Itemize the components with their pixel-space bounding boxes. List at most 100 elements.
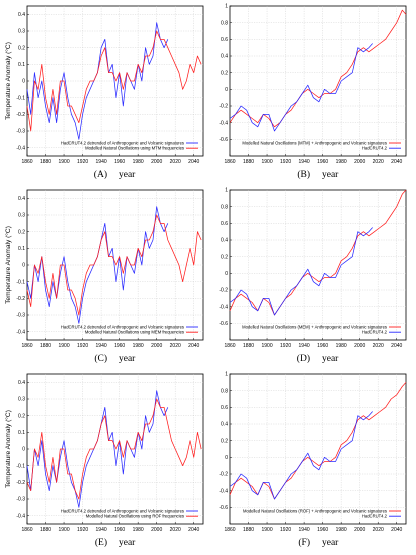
y-tick-label: 0.2 <box>221 438 228 444</box>
x-tick-label: 2000 <box>354 159 365 165</box>
panel-caption-letter: (A) <box>94 169 107 180</box>
x-tick-label: 1920 <box>280 343 291 349</box>
y-tick-label: -0.4 <box>16 513 25 519</box>
x-tick-label: 1960 <box>114 343 125 349</box>
x-tick-label: 1920 <box>280 159 291 165</box>
x-tick-label: 1860 <box>21 343 32 349</box>
x-tick-label: 2020 <box>170 343 181 349</box>
x-tick-label: 1980 <box>336 343 347 349</box>
panel-caption-letter: (C) <box>94 353 107 364</box>
y-tick-label: -0.4 <box>219 120 228 126</box>
x-tick-label: 1980 <box>133 343 144 349</box>
legend-label: Modelled Natural Oscillations using MEM … <box>85 330 184 335</box>
legend-label: Modelled Natural Oscillations using ROF … <box>86 514 184 519</box>
panel-e: -0.4 -0.3 -0.2 -0.1 0 0.1 0.2 0.3 0.4 1860 1880 190… <box>4 373 204 548</box>
plot-frame <box>229 373 407 525</box>
y-tick-label: -0.2 <box>219 104 228 110</box>
x-tick-label: 1860 <box>21 159 32 165</box>
plot-frame <box>229 189 407 341</box>
y-tick-label: 0.6 <box>221 221 228 227</box>
x-tick-label: 2020 <box>373 343 384 349</box>
y-tick-label: 0.4 <box>221 238 228 244</box>
legend-label: HadCRUT4.2 <box>362 330 388 335</box>
x-tick-label: 1860 <box>21 527 32 533</box>
y-tick-label: -0.2 <box>16 480 25 486</box>
y-tick-label: -0.3 <box>16 497 25 503</box>
x-tick-label: 1940 <box>96 527 107 533</box>
panel-caption-word: year <box>119 354 136 364</box>
x-tick-label: 2020 <box>373 527 384 533</box>
y-tick-label: 0 <box>22 263 25 269</box>
x-tick-label: 1920 <box>77 527 88 533</box>
x-tick-label: 1960 <box>114 527 125 533</box>
y-tick-label: 0.3 <box>18 29 25 35</box>
y-tick-label: 0.2 <box>18 45 25 51</box>
y-tick-label: -0.2 <box>219 288 228 294</box>
y-tick-label: 0.8 <box>221 204 228 210</box>
x-tick-label: 2000 <box>354 527 365 533</box>
y-tick-label: 0.1 <box>18 246 25 252</box>
series-line-red <box>26 214 202 316</box>
x-tick-label: 2000 <box>151 159 162 165</box>
x-tick-label: 2020 <box>170 527 181 533</box>
legend-label: HadCRUT4.2 detrended of Anthropogenic an… <box>61 325 184 330</box>
panel-caption-letter: (F) <box>298 537 310 548</box>
y-tick-label: -0.4 <box>219 488 228 494</box>
legend: Modelled Natural Oscillations (MTM) + An… <box>242 141 401 151</box>
panel-caption-word: year <box>119 538 136 548</box>
x-tick-label: 1860 <box>224 527 235 533</box>
x-tick-label: 1940 <box>299 343 310 349</box>
y-tick-label: -0.2 <box>16 296 25 302</box>
series-line-red <box>26 398 202 500</box>
legend-label: HadCRUT4.2 detrended of Anthropogenic an… <box>61 509 184 514</box>
x-tick-label: 2000 <box>151 343 162 349</box>
panel-a: -0.4 -0.3 -0.2 -0.1 0 0.1 0.2 0.3 0.4 1860 1880 190… <box>4 5 204 180</box>
legend-label: Modelled Natural Oscillations (MEM) + An… <box>242 325 387 330</box>
y-tick-label: -0.2 <box>16 112 25 118</box>
y-tick-label: 0.8 <box>221 388 228 394</box>
x-tick-label: 1860 <box>224 343 235 349</box>
y-tick-label: 0.6 <box>221 405 228 411</box>
panel-caption-word: year <box>119 170 136 180</box>
x-tick-label: 1880 <box>40 527 51 533</box>
legend: HadCRUT4.2 detrended of Anthropogenic an… <box>61 509 198 519</box>
x-tick-label: 1900 <box>261 159 272 165</box>
legend: HadCRUT4.2 detrended of Anthropogenic an… <box>61 141 198 151</box>
x-tick-label: 2040 <box>391 343 402 349</box>
legend-label: HadCRUT4.2 <box>362 146 388 151</box>
y-tick-label: 0 <box>22 79 25 85</box>
x-tick-label: 1900 <box>58 343 69 349</box>
y-tick-label: 0.4 <box>18 380 25 386</box>
y-tick-label: 0 <box>22 447 25 453</box>
legend-label: Modelled Natural Oscillations using MTM … <box>85 146 184 151</box>
x-tick-label: 1900 <box>58 527 69 533</box>
y-tick-label: 0.4 <box>221 422 228 428</box>
x-tick-label: 1980 <box>336 159 347 165</box>
y-tick-label: 0.3 <box>18 397 25 403</box>
y-tick-label: -0.6 <box>219 505 228 511</box>
x-tick-label: 1880 <box>243 343 254 349</box>
x-tick-label: 1980 <box>133 159 144 165</box>
x-tick-label: 1900 <box>58 159 69 165</box>
y-tick-label: -0.6 <box>219 137 228 143</box>
y-axis-label: Temperature Anomaly (°C) <box>4 226 12 304</box>
x-tick-label: 1940 <box>96 159 107 165</box>
x-tick-label: 1880 <box>40 343 51 349</box>
panel-d: -0.6 -0.4 -0.2 0 0.2 0.4 0.6 0.8 1 1860 1880 1900 19… <box>219 188 407 364</box>
y-tick-label: 0 <box>225 87 228 93</box>
series-line-red <box>26 30 202 132</box>
x-tick-label: 1940 <box>299 159 310 165</box>
x-tick-label: 1920 <box>280 527 291 533</box>
legend: HadCRUT4.2 detrended of Anthropogenic an… <box>61 325 198 335</box>
x-tick-label: 2040 <box>391 159 402 165</box>
panel-f: -0.6 -0.4 -0.2 0 0.2 0.4 0.6 0.8 1 1860 1880 1900 19… <box>219 372 407 548</box>
x-tick-label: 1900 <box>261 527 272 533</box>
x-tick-label: 1960 <box>317 527 328 533</box>
y-tick-label: -0.4 <box>219 304 228 310</box>
legend-label: Modelled Natural Oscillations (ROF) + An… <box>243 509 387 514</box>
y-axis-label: Temperature Anomaly (°C) <box>4 42 12 120</box>
x-tick-label: 1860 <box>224 159 235 165</box>
y-tick-label: -0.6 <box>219 321 228 327</box>
